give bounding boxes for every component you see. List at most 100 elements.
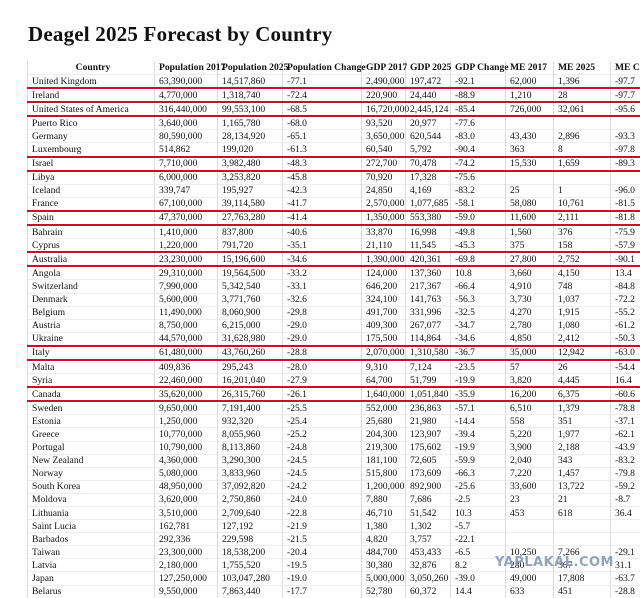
value-cell: 1,640,000: [362, 387, 406, 401]
value-cell: 7,880: [362, 493, 406, 506]
value-cell: -96.0: [611, 184, 640, 197]
value-cell: 3,900: [506, 441, 554, 454]
value-cell: -29.0: [283, 332, 362, 346]
value-cell: 16,201,040: [218, 374, 283, 388]
value-cell: -68.5: [283, 102, 362, 116]
value-cell: 8,055,960: [218, 428, 283, 441]
value-cell: 197,472: [406, 75, 451, 89]
value-cell: 4,360,000: [155, 454, 218, 467]
value-cell: -75.6: [451, 171, 506, 185]
value-cell: 16,998: [406, 225, 451, 239]
value-cell: 5,080,000: [155, 467, 218, 480]
value-cell: 175,500: [362, 332, 406, 346]
value-cell: -8.7: [611, 493, 640, 506]
value-cell: 10.8: [451, 266, 506, 280]
value-cell: 23,230,000: [155, 252, 218, 266]
value-cell: 3,982,480: [218, 157, 283, 171]
value-cell: -97.8: [611, 143, 640, 157]
value-cell: 351: [554, 415, 611, 428]
value-cell: -97.7: [611, 88, 640, 102]
value-cell: 1,350,000: [362, 211, 406, 225]
value-cell: -33.1: [283, 280, 362, 293]
value-cell: -26.1: [283, 387, 362, 401]
country-cell: Belarus: [28, 585, 155, 598]
value-cell: 21,980: [406, 415, 451, 428]
value-cell: -34.6: [451, 332, 506, 346]
value-cell: -22.8: [283, 507, 362, 520]
empty-cell: [611, 116, 640, 130]
value-cell: -25.6: [451, 480, 506, 493]
value-cell: 229,598: [218, 533, 283, 546]
column-header: GDP Change: [451, 61, 506, 75]
value-cell: 204,300: [362, 428, 406, 441]
value-cell: 4,445: [554, 374, 611, 388]
value-cell: 27,763,280: [218, 211, 283, 225]
value-cell: 2,070,000: [362, 346, 406, 360]
value-cell: -27.9: [283, 374, 362, 388]
value-cell: 16,200: [506, 387, 554, 401]
value-cell: 123,907: [406, 428, 451, 441]
column-header: Population 2025: [218, 61, 283, 75]
value-cell: 31.1: [611, 559, 640, 572]
value-cell: 11,600: [506, 211, 554, 225]
country-cell: Germany: [28, 130, 155, 143]
value-cell: 93,520: [362, 116, 406, 130]
value-cell: 13,722: [554, 480, 611, 493]
value-cell: -83.2: [611, 454, 640, 467]
value-cell: -72.4: [283, 88, 362, 102]
value-cell: 44,570,000: [155, 332, 218, 346]
value-cell: 4,150: [554, 266, 611, 280]
value-cell: -39.4: [451, 428, 506, 441]
value-cell: 36.4: [611, 507, 640, 520]
value-cell: 5,220: [506, 428, 554, 441]
value-cell: 37,092,820: [218, 480, 283, 493]
value-cell: 14,517,860: [218, 75, 283, 89]
value-cell: 26: [554, 360, 611, 374]
value-cell: 3,730: [506, 293, 554, 306]
value-cell: 22,460,000: [155, 374, 218, 388]
value-cell: 553,380: [406, 211, 451, 225]
value-cell: 141,763: [406, 293, 451, 306]
empty-cell: [611, 520, 640, 533]
value-cell: -48.3: [283, 157, 362, 171]
value-cell: 127,250,000: [155, 572, 218, 585]
value-cell: -28.8: [611, 585, 640, 598]
value-cell: 2,445,124: [406, 102, 451, 116]
column-header: GDP 2025: [406, 61, 451, 75]
value-cell: 343: [554, 454, 611, 467]
country-cell: Norway: [28, 467, 155, 480]
value-cell: 1,457: [554, 467, 611, 480]
value-cell: 9,310: [362, 360, 406, 374]
country-cell: South Korea: [28, 480, 155, 493]
value-cell: 7,863,440: [218, 585, 283, 598]
country-cell: Malta: [28, 360, 155, 374]
value-cell: 32,876: [406, 559, 451, 572]
value-cell: 272,700: [362, 157, 406, 171]
value-cell: 23,300,000: [155, 546, 218, 559]
value-cell: 1,390,000: [362, 252, 406, 266]
value-cell: 3,510,000: [155, 507, 218, 520]
title: Deagel 2025 Forecast by Country: [28, 22, 332, 47]
value-cell: 30,380: [362, 559, 406, 572]
value-cell: 1,379: [554, 401, 611, 415]
value-cell: 51,542: [406, 507, 451, 520]
country-cell: Greece: [28, 428, 155, 441]
value-cell: 2,111: [554, 211, 611, 225]
value-cell: 1,396: [554, 75, 611, 89]
country-cell: Lithuania: [28, 507, 155, 520]
empty-cell: [506, 533, 554, 546]
value-cell: 67,100,000: [155, 197, 218, 211]
value-cell: 10,790,000: [155, 441, 218, 454]
value-cell: -34.7: [451, 319, 506, 332]
value-cell: 25,680: [362, 415, 406, 428]
value-cell: 3,650,000: [362, 130, 406, 143]
